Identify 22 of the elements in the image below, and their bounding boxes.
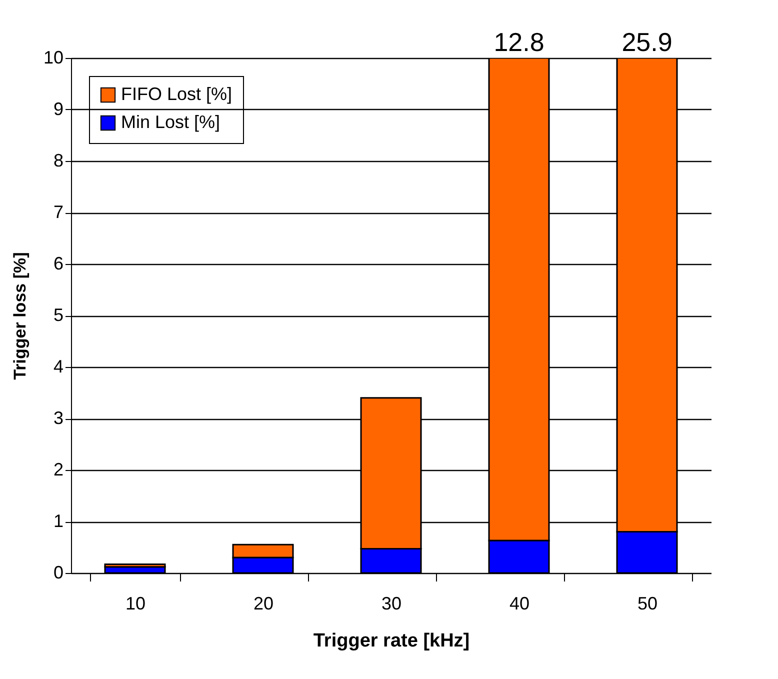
annotation: 25.9: [622, 27, 672, 57]
y-axis-title: Trigger loss [%]: [10, 252, 30, 380]
x-axis-title: Trigger rate [kHz]: [313, 630, 470, 652]
x-tick-label: 30: [381, 594, 402, 614]
annotation: 12.8: [494, 27, 544, 57]
y-tick-label: 10: [43, 48, 64, 68]
y-tick-label: 1: [53, 511, 64, 531]
legend-label: FIFO Lost [%]: [121, 84, 232, 104]
y-tick-label: 2: [53, 460, 64, 480]
x-tick-label: 20: [253, 594, 274, 614]
x-tick-label: 10: [125, 594, 146, 614]
y-tick-label: 3: [53, 408, 64, 428]
y-tick-label: 7: [53, 202, 64, 222]
x-tick-label: 50: [637, 594, 658, 614]
y-tick-label: 9: [53, 99, 64, 119]
y-tick-label: 4: [53, 356, 64, 376]
x-tick-label: 40: [509, 594, 530, 614]
y-tick-label: 8: [53, 150, 64, 170]
y-tick-label: 0: [53, 562, 64, 582]
y-tick-label: 6: [53, 254, 64, 274]
y-tick-label: 5: [53, 305, 64, 325]
legend-label: Min Lost [%]: [121, 112, 220, 132]
